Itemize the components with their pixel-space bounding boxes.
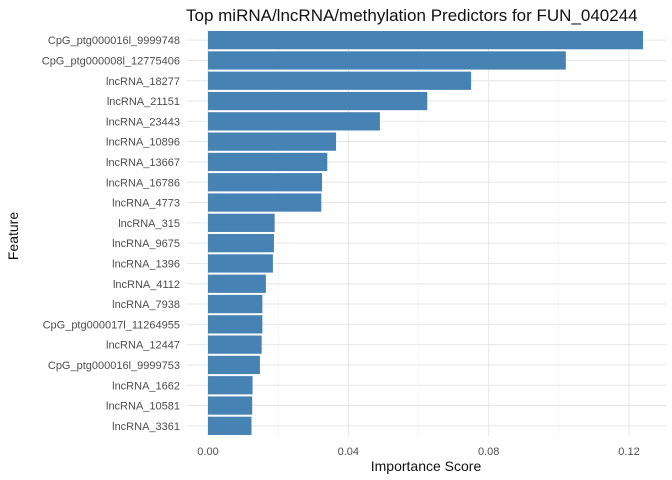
x-axis-title: Importance Score [371, 458, 482, 474]
x-tick-label: 0.04 [338, 446, 359, 458]
x-tick-label: 0.00 [197, 446, 218, 458]
y-tick-label: CpG_ptg000016l_9999748 [48, 35, 180, 47]
x-tick-label: 0.12 [618, 446, 639, 458]
bar [208, 213, 275, 232]
bar [208, 355, 260, 375]
y-tick-label: lncRNA_18277 [106, 76, 180, 88]
bar [208, 91, 428, 111]
bars [208, 31, 644, 435]
bar [208, 132, 337, 151]
y-tick-label: lncRNA_10581 [106, 401, 180, 413]
y-tick-label: lncRNA_315 [118, 218, 180, 230]
bar [208, 234, 274, 253]
x-tick-labels: 0.00 0.04 0.08 0.12 [197, 446, 639, 458]
y-tick-label: lncRNA_4773 [112, 198, 180, 210]
bar [208, 376, 253, 395]
bar [208, 274, 266, 293]
y-tick-label: lncRNA_7938 [112, 299, 180, 311]
y-tick-label: lncRNA_13667 [106, 157, 180, 169]
bar [208, 112, 380, 131]
bar [208, 315, 263, 334]
bar [208, 416, 252, 435]
bar [208, 71, 472, 90]
bar [208, 51, 566, 70]
bar [208, 335, 262, 354]
bar [208, 31, 644, 50]
y-tick-label: lncRNA_12447 [106, 340, 180, 352]
y-tick-label: lncRNA_10896 [106, 137, 180, 149]
bar [208, 254, 273, 273]
x-tick-label: 0.08 [478, 446, 499, 458]
y-tick-label: CpG_ptg000017l_11264955 [43, 319, 180, 331]
y-tick-label: lncRNA_1662 [112, 380, 180, 392]
y-tick-label: lncRNA_4112 [113, 279, 180, 291]
y-axis-title: Feature [5, 212, 21, 260]
chart-title: Top miRNA/lncRNA/methylation Predictors … [186, 6, 638, 25]
y-tick-label: lncRNA_1396 [112, 258, 180, 270]
bar [208, 294, 263, 314]
grid [187, 30, 666, 436]
bar [208, 152, 328, 172]
y-tick-labels: CpG_ptg000016l_9999748 CpG_ptg000008l_127… [42, 35, 180, 433]
y-tick-label: lncRNA_23443 [106, 116, 180, 128]
y-tick-label: lncRNA_16786 [106, 177, 180, 189]
bar [208, 193, 322, 212]
bar [208, 396, 253, 415]
y-tick-label: CpG_ptg000008l_12775406 [42, 55, 180, 67]
y-tick-label: CpG_ptg000016l_9999753 [48, 360, 180, 372]
bar [208, 173, 323, 192]
y-tick-label: lncRNA_21151 [107, 96, 180, 108]
y-tick-label: lncRNA_3361 [112, 421, 180, 433]
y-tick-label: lncRNA_9675 [112, 238, 180, 250]
